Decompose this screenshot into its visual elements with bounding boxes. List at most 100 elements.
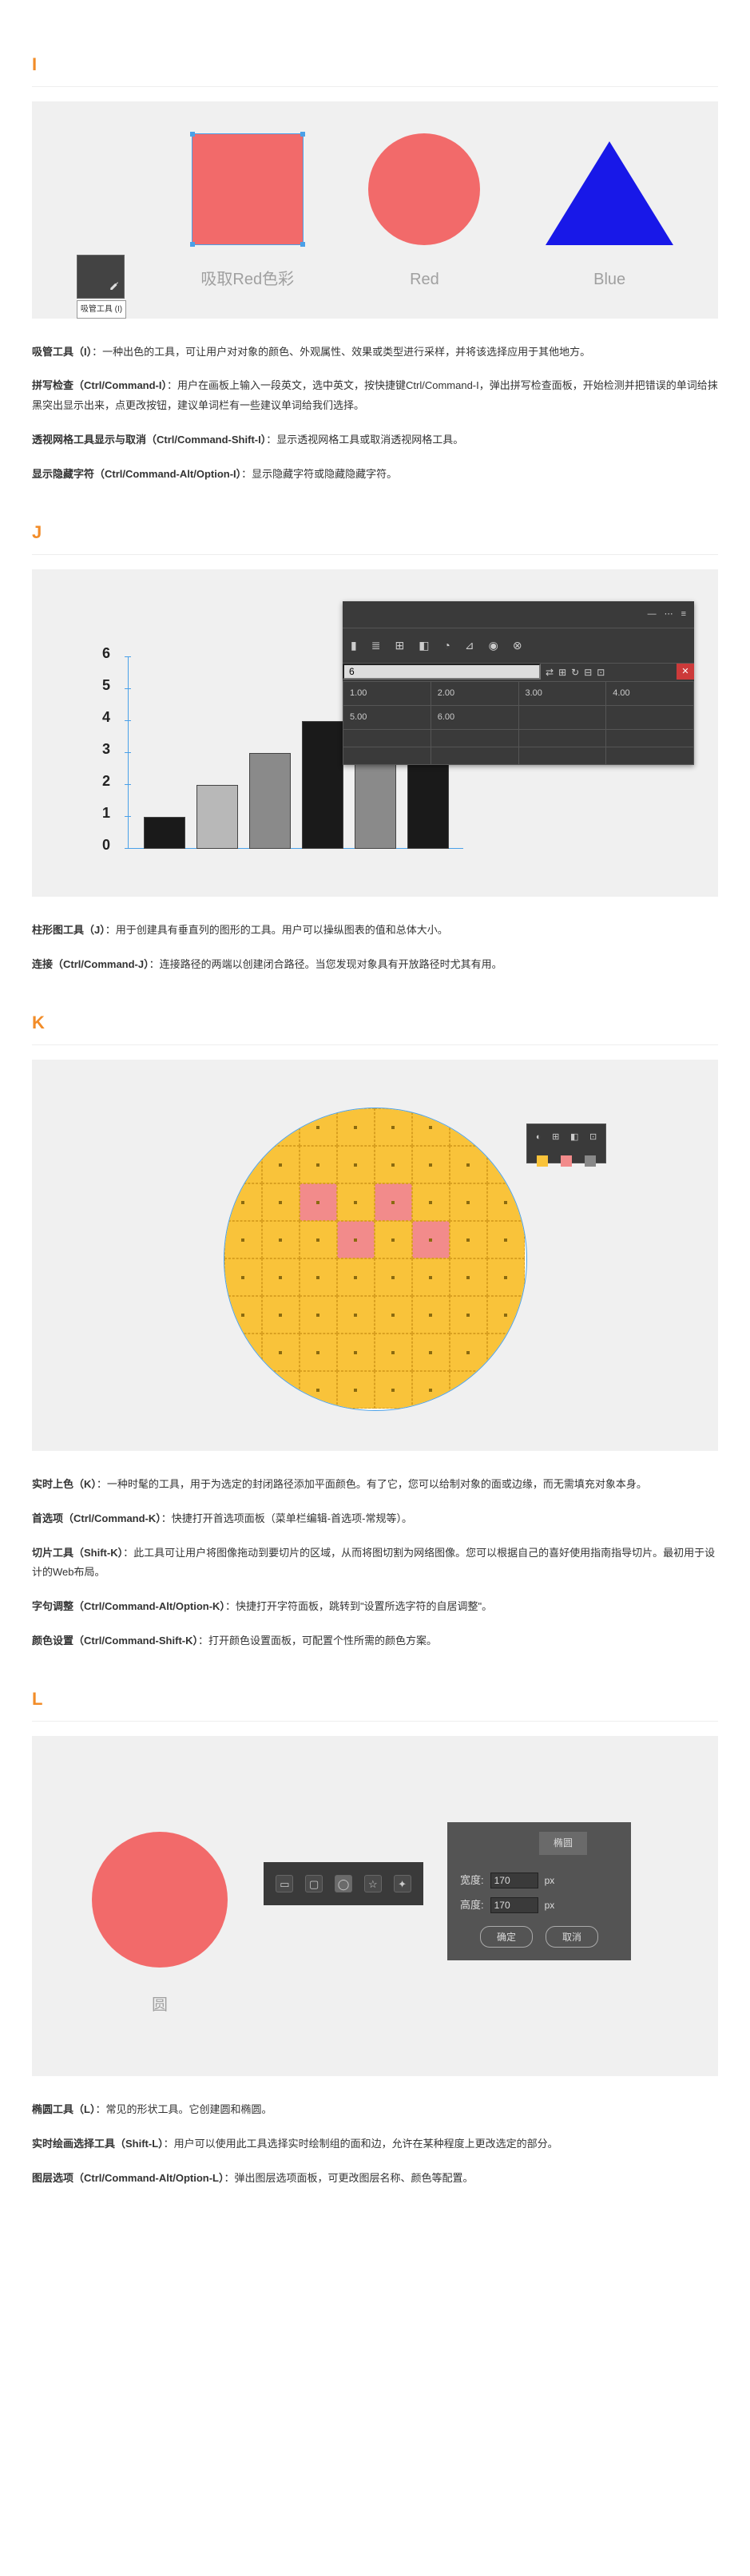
data-cell[interactable]: [343, 730, 431, 747]
paint-cell[interactable]: [487, 1183, 525, 1221]
paint-cell[interactable]: [487, 1221, 525, 1258]
panel-tool-icon[interactable]: ⊡: [597, 664, 605, 682]
shape-tool-button[interactable]: ☆: [364, 1875, 382, 1892]
paint-cell[interactable]: [224, 1334, 262, 1371]
chart-value-input[interactable]: [343, 664, 541, 680]
paint-cell[interactable]: [450, 1146, 487, 1183]
paint-cell[interactable]: [337, 1146, 375, 1183]
shape-tool-button[interactable]: ▭: [276, 1875, 293, 1892]
data-cell[interactable]: [343, 747, 431, 765]
swatch-pink[interactable]: [561, 1155, 572, 1167]
paint-cell[interactable]: [300, 1371, 337, 1409]
chart-data-table[interactable]: 1.002.003.004.005.006.00: [343, 681, 694, 765]
paint-cell[interactable]: [412, 1334, 450, 1371]
panel-tool-icon[interactable]: ⊞: [558, 664, 566, 682]
shape-tool-button[interactable]: ◯: [335, 1875, 352, 1892]
panel-menu-icon[interactable]: ≡: [681, 606, 686, 623]
paint-cell[interactable]: [337, 1183, 375, 1221]
paint-cell[interactable]: [262, 1296, 300, 1334]
paint-cell[interactable]: [224, 1183, 262, 1221]
paint-cell[interactable]: [487, 1334, 525, 1371]
paint-cell[interactable]: [262, 1183, 300, 1221]
paint-cell[interactable]: [375, 1146, 412, 1183]
paint-cell[interactable]: [337, 1334, 375, 1371]
paint-cell[interactable]: [487, 1371, 525, 1409]
chart-type-icon[interactable]: ◔: [443, 635, 450, 656]
chart-type-icon[interactable]: ◉: [489, 635, 498, 656]
paint-cell[interactable]: [337, 1221, 375, 1258]
paint-cell[interactable]: [412, 1221, 450, 1258]
data-cell[interactable]: [518, 730, 606, 747]
chart-type-icon[interactable]: ⊿: [465, 635, 474, 656]
paint-cell[interactable]: [300, 1258, 337, 1296]
data-cell[interactable]: 6.00: [431, 706, 518, 730]
width-input[interactable]: [490, 1873, 538, 1888]
paint-cell[interactable]: [375, 1296, 412, 1334]
paint-cell[interactable]: [450, 1108, 487, 1146]
paint-cell[interactable]: [412, 1371, 450, 1409]
paint-cell[interactable]: [450, 1296, 487, 1334]
paint-cell[interactable]: [412, 1296, 450, 1334]
data-cell[interactable]: 2.00: [431, 682, 518, 706]
paint-cell[interactable]: [224, 1146, 262, 1183]
panel-tool-icon[interactable]: ⇄: [546, 664, 554, 682]
paint-cell[interactable]: [412, 1146, 450, 1183]
paint-cell[interactable]: [224, 1258, 262, 1296]
paint-cell[interactable]: [262, 1371, 300, 1409]
data-cell[interactable]: 5.00: [343, 706, 431, 730]
paint-cell[interactable]: [262, 1221, 300, 1258]
panel-tool-icon[interactable]: ↻: [571, 664, 579, 682]
swatch-gray[interactable]: [585, 1155, 596, 1167]
paint-cell[interactable]: [375, 1371, 412, 1409]
data-cell[interactable]: [606, 730, 694, 747]
panel-icon[interactable]: ⊡: [589, 1129, 597, 1146]
paint-cell[interactable]: [300, 1334, 337, 1371]
data-cell[interactable]: 4.00: [606, 682, 694, 706]
paint-cell[interactable]: [487, 1108, 525, 1146]
chart-type-icon[interactable]: ⊗: [513, 635, 522, 656]
shape-tool-button[interactable]: ✦: [394, 1875, 411, 1892]
paint-cell[interactable]: [487, 1146, 525, 1183]
data-cell[interactable]: [518, 706, 606, 730]
data-cell[interactable]: [431, 747, 518, 765]
paint-cell[interactable]: [337, 1108, 375, 1146]
paint-cell[interactable]: [487, 1258, 525, 1296]
paint-cell[interactable]: [224, 1371, 262, 1409]
panel-icon[interactable]: ⊞: [552, 1129, 559, 1146]
chart-type-icon[interactable]: ◧: [419, 635, 429, 656]
cancel-button[interactable]: 取消: [546, 1926, 598, 1948]
paint-cell[interactable]: [300, 1108, 337, 1146]
panel-icon[interactable]: ◧: [570, 1129, 578, 1146]
data-cell[interactable]: 3.00: [518, 682, 606, 706]
paint-cell[interactable]: [300, 1296, 337, 1334]
panel-icon[interactable]: ◐: [536, 1129, 542, 1146]
paint-cell[interactable]: [224, 1296, 262, 1334]
paint-cell[interactable]: [262, 1334, 300, 1371]
paint-cell[interactable]: [300, 1221, 337, 1258]
chart-type-icon[interactable]: ⊞: [395, 635, 404, 656]
data-cell[interactable]: [606, 706, 694, 730]
paint-cell[interactable]: [375, 1183, 412, 1221]
panel-close-button[interactable]: ✕: [677, 664, 694, 680]
paint-cell[interactable]: [300, 1146, 337, 1183]
paint-cell[interactable]: [412, 1183, 450, 1221]
panel-menu-icon[interactable]: —: [648, 606, 657, 623]
paint-cell[interactable]: [450, 1371, 487, 1409]
data-cell[interactable]: [518, 747, 606, 765]
chart-type-icon[interactable]: ≣: [371, 635, 381, 656]
paint-cell[interactable]: [224, 1108, 262, 1146]
paint-cell[interactable]: [262, 1258, 300, 1296]
data-cell[interactable]: [606, 747, 694, 765]
paint-cell[interactable]: [450, 1221, 487, 1258]
chart-type-icon[interactable]: ▮: [351, 635, 357, 656]
paint-cell[interactable]: [262, 1108, 300, 1146]
ok-button[interactable]: 确定: [480, 1926, 533, 1948]
paint-cell[interactable]: [262, 1146, 300, 1183]
paint-cell[interactable]: [450, 1334, 487, 1371]
paint-cell[interactable]: [375, 1221, 412, 1258]
panel-menu-icon[interactable]: ⋯: [665, 606, 673, 623]
paint-cell[interactable]: [375, 1334, 412, 1371]
paint-cell[interactable]: [450, 1258, 487, 1296]
paint-cell[interactable]: [412, 1108, 450, 1146]
swatch-yellow[interactable]: [537, 1155, 548, 1167]
